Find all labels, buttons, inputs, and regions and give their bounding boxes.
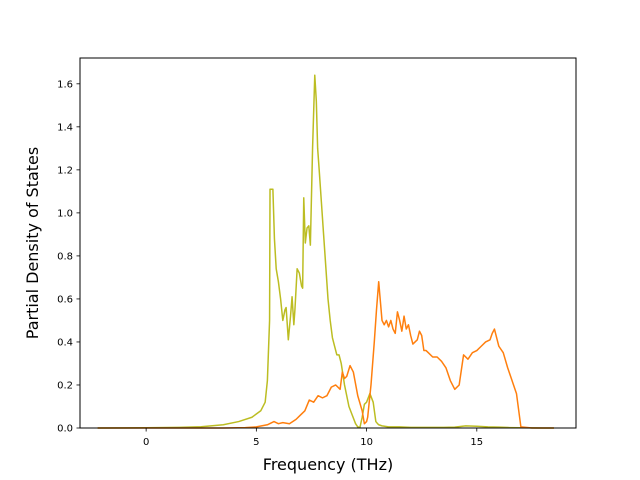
x-tick-label: 5	[253, 437, 259, 448]
y-tick-label: 1.4	[57, 122, 73, 133]
y-tick-label: 1.2	[57, 165, 73, 176]
axes-frame	[79, 57, 577, 429]
x-tick-label: 15	[470, 437, 483, 448]
plot-area	[97, 74, 554, 429]
y-tick-label: 0.0	[57, 424, 73, 435]
x-tick-label: 10	[360, 437, 373, 448]
pdos-series-line-2	[97, 280, 554, 429]
y-tick-label: 0.6	[57, 294, 73, 305]
y-tick-label: 1.0	[57, 208, 73, 219]
y-axis-label: Partial Density of States	[23, 147, 42, 339]
y-axis-ticks: 0.0 0.2 0.4 0.6 0.8 1.0 1.2 1.4 1.6	[57, 79, 80, 435]
pdos-series-line-1	[97, 74, 554, 429]
x-tick-label: 0	[143, 437, 149, 448]
y-tick-label: 0.8	[57, 251, 73, 262]
y-tick-label: 0.4	[57, 337, 73, 348]
y-tick-label: 1.6	[57, 79, 73, 90]
x-axis-ticks: 0 5 10 15	[143, 428, 483, 448]
y-tick-label: 0.2	[57, 380, 73, 391]
x-axis-label: Frequency (THz)	[263, 455, 393, 474]
